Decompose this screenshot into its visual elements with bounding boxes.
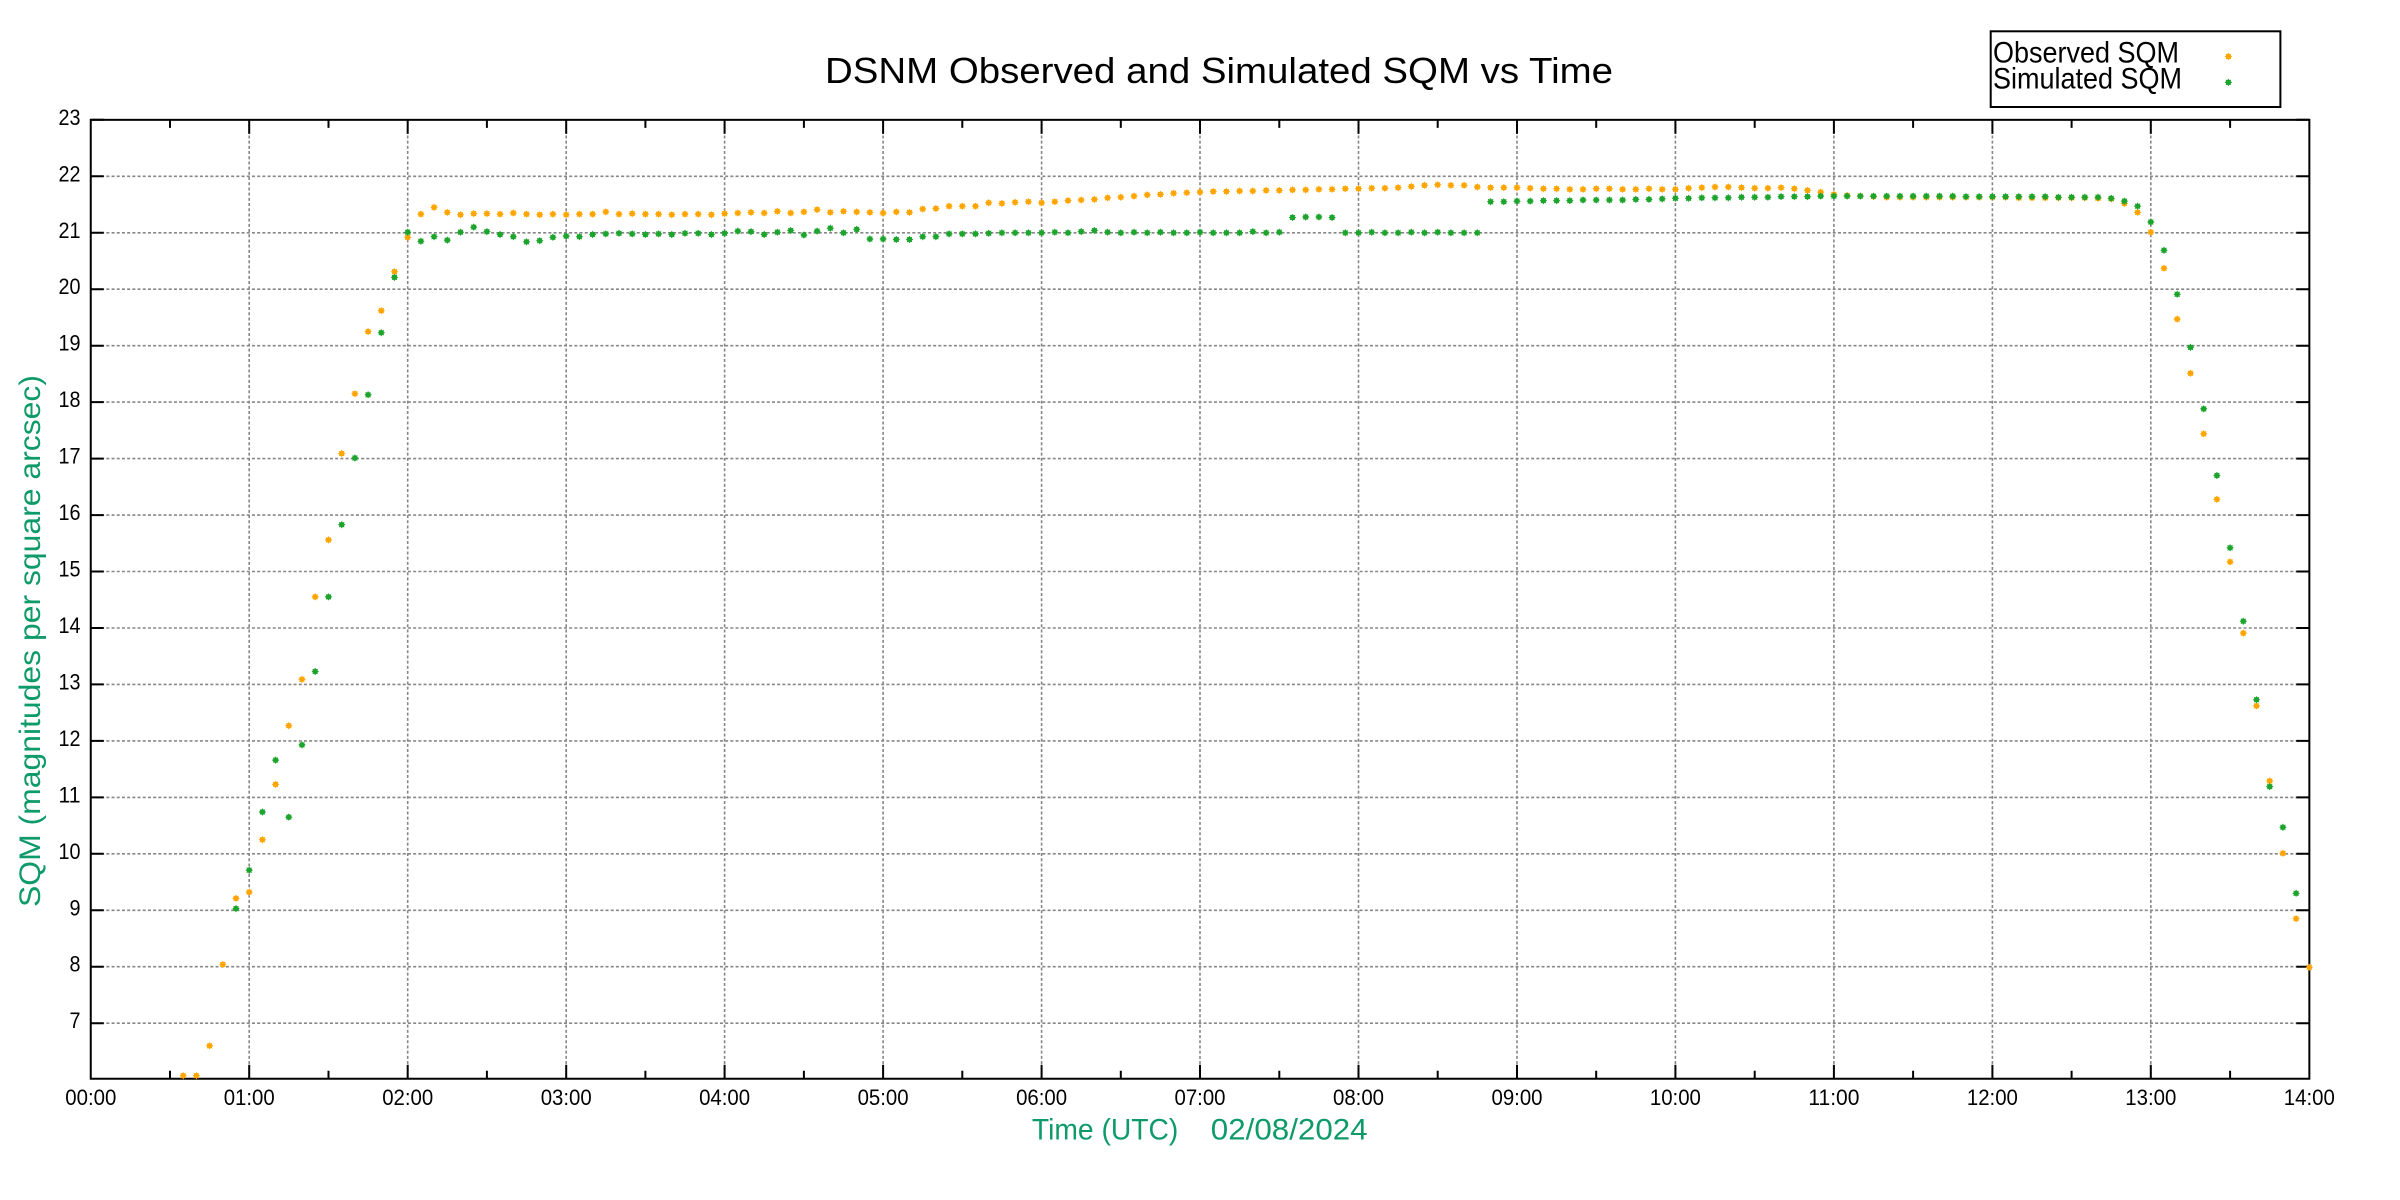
svg-text:04:00: 04:00: [699, 1085, 750, 1110]
svg-text:8: 8: [70, 952, 81, 977]
svg-text:14:00: 14:00: [2284, 1085, 2335, 1110]
svg-text:11: 11: [59, 782, 81, 807]
svg-text:SQM (magnitudes per square arc: SQM (magnitudes per square arcsec): [14, 375, 47, 907]
svg-text:18: 18: [59, 387, 81, 412]
svg-text:09:00: 09:00: [1492, 1085, 1543, 1110]
svg-text:10:00: 10:00: [1650, 1085, 1701, 1110]
svg-text:17: 17: [59, 444, 81, 469]
svg-text:Time (UTC): Time (UTC): [1032, 1114, 1178, 1147]
svg-text:05:00: 05:00: [858, 1085, 909, 1110]
svg-text:15: 15: [59, 557, 81, 582]
svg-text:9: 9: [70, 895, 81, 920]
svg-text:07:00: 07:00: [1175, 1085, 1226, 1110]
svg-text:03:00: 03:00: [541, 1085, 592, 1110]
svg-text:11:00: 11:00: [1808, 1085, 1859, 1110]
svg-text:DSNM Observed and Simulated SQ: DSNM Observed and Simulated SQM vs Time: [825, 50, 1613, 91]
svg-text:12: 12: [59, 726, 81, 751]
svg-text:02:00: 02:00: [382, 1085, 433, 1110]
svg-text:22: 22: [59, 161, 81, 186]
svg-text:06:00: 06:00: [1016, 1085, 1067, 1110]
svg-text:00:00: 00:00: [65, 1085, 116, 1110]
svg-text:21: 21: [59, 218, 81, 243]
svg-text:01:00: 01:00: [224, 1085, 275, 1110]
svg-text:10: 10: [59, 839, 81, 864]
svg-text:14: 14: [59, 613, 81, 638]
svg-text:19: 19: [59, 331, 81, 356]
svg-text:02/08/2024: 02/08/2024: [1211, 1114, 1368, 1147]
svg-text:12:00: 12:00: [1967, 1085, 2018, 1110]
svg-text:23: 23: [59, 105, 81, 130]
svg-text:Simulated SQM: Simulated SQM: [1993, 63, 2182, 96]
svg-text:08:00: 08:00: [1333, 1085, 1384, 1110]
svg-text:20: 20: [59, 274, 81, 299]
svg-text:Observed SQM: Observed SQM: [1993, 37, 2179, 70]
svg-text:7: 7: [70, 1008, 81, 1033]
svg-text:13: 13: [59, 669, 81, 694]
svg-text:13:00: 13:00: [2125, 1085, 2176, 1110]
svg-text:16: 16: [59, 500, 81, 525]
